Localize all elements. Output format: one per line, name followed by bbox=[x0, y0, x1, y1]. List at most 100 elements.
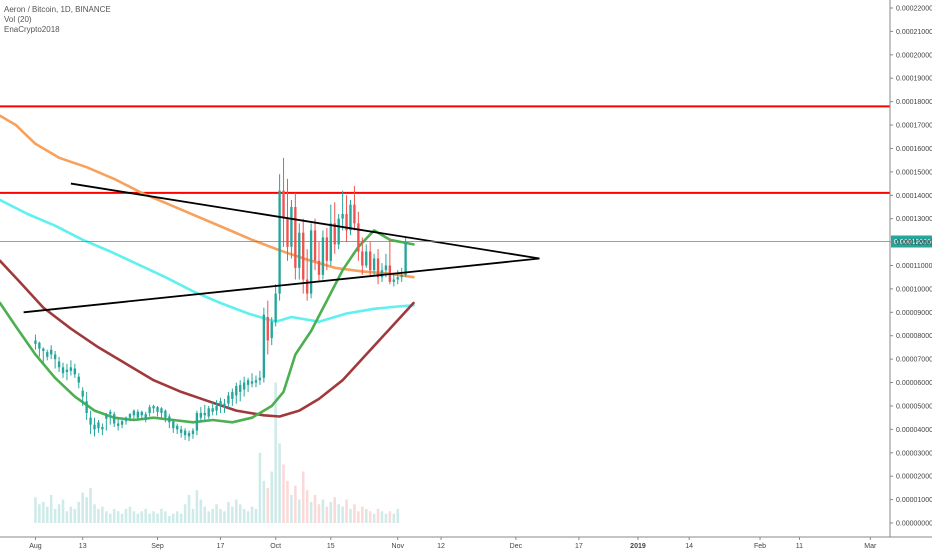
candle-body bbox=[349, 204, 352, 231]
volume-bar bbox=[203, 506, 207, 523]
volume-bar bbox=[345, 499, 348, 523]
ma_cyan-line bbox=[0, 198, 415, 324]
triangle-pattern bbox=[23, 182, 540, 314]
volume-bar bbox=[219, 508, 222, 523]
candle-body bbox=[120, 421, 124, 425]
candle-body bbox=[191, 430, 195, 435]
volume-bar bbox=[258, 452, 262, 523]
volume-bar bbox=[329, 501, 333, 523]
volume-bar bbox=[262, 480, 266, 523]
volume-bar bbox=[309, 501, 313, 523]
candle-body bbox=[152, 405, 155, 409]
triangle-upper-line bbox=[70, 182, 540, 260]
candle-body bbox=[65, 369, 69, 373]
volume-bar bbox=[325, 506, 329, 523]
candle-body bbox=[325, 237, 329, 261]
candle-body bbox=[345, 214, 348, 231]
candle-body bbox=[93, 424, 96, 430]
volume-bar bbox=[313, 494, 317, 523]
candle-body bbox=[333, 223, 336, 245]
volume-bar bbox=[270, 471, 274, 523]
symbol-label: Aeron / Bitcoin, 1D, BINANCE bbox=[4, 5, 111, 14]
y-tick-label: 0.00010000 bbox=[896, 286, 932, 293]
volume-bar bbox=[101, 506, 104, 523]
volume-bar bbox=[364, 508, 368, 523]
volume-bar bbox=[211, 508, 214, 523]
volume-bar bbox=[215, 504, 218, 523]
volume-bar bbox=[372, 513, 376, 523]
candle-body bbox=[136, 411, 140, 418]
volume-bar bbox=[254, 508, 258, 523]
volume-bar bbox=[384, 513, 388, 523]
candle-body bbox=[109, 411, 112, 415]
volume-bar bbox=[396, 508, 400, 523]
candle-body bbox=[341, 214, 344, 219]
volume-bar bbox=[93, 504, 96, 523]
volume-bar bbox=[34, 497, 37, 523]
candle-body bbox=[219, 401, 222, 406]
candle-body bbox=[254, 380, 258, 383]
candle-body bbox=[309, 230, 313, 294]
y-tick-label: 0.00017000 bbox=[896, 123, 932, 130]
volume-bars bbox=[34, 382, 400, 523]
candle-body bbox=[69, 367, 73, 371]
candle-body bbox=[270, 321, 273, 339]
ma_orange-line bbox=[0, 114, 415, 279]
candle-body bbox=[46, 352, 49, 357]
candle-body bbox=[195, 412, 199, 431]
y-tick-label: 0.00011000 bbox=[896, 263, 932, 270]
candle-body bbox=[73, 368, 77, 375]
volume-bar bbox=[171, 513, 175, 523]
volume-bar bbox=[274, 382, 277, 523]
x-tick-label: Aug bbox=[29, 543, 42, 550]
volume-bar bbox=[132, 511, 136, 523]
volume-bar bbox=[156, 513, 159, 523]
volume-bar bbox=[266, 487, 270, 523]
volume-bar bbox=[223, 511, 226, 523]
candle-body bbox=[38, 342, 41, 349]
volume-bar bbox=[238, 504, 242, 523]
volume-bar bbox=[337, 504, 340, 523]
candle-body bbox=[290, 206, 293, 247]
candle-body bbox=[89, 417, 92, 425]
y-tick-label: 0.00007000 bbox=[896, 357, 932, 364]
x-tick-label: Mar bbox=[864, 543, 877, 550]
candle-body bbox=[160, 408, 163, 413]
candle-body bbox=[199, 412, 203, 418]
candle-body bbox=[128, 414, 132, 418]
candle-body bbox=[242, 382, 246, 390]
volume-bar bbox=[282, 464, 285, 523]
volume-bar bbox=[108, 513, 112, 523]
moving-averages bbox=[0, 114, 415, 424]
candle-body bbox=[148, 407, 151, 413]
volume-bar bbox=[45, 506, 49, 523]
candle-body bbox=[215, 405, 218, 411]
triangle-lower-line bbox=[23, 257, 540, 314]
y-tick-label: 0.00016000 bbox=[896, 146, 932, 153]
volume-bar bbox=[317, 504, 321, 523]
x-tick-label: 14 bbox=[685, 543, 693, 550]
volume-bar bbox=[120, 513, 124, 523]
candle-body bbox=[294, 206, 297, 268]
volume-bar bbox=[116, 511, 120, 523]
candle-body bbox=[183, 430, 187, 436]
volume-bar bbox=[128, 506, 132, 523]
candle-body bbox=[262, 314, 266, 378]
x-tick-label: 12 bbox=[437, 543, 445, 550]
volume-bar bbox=[57, 504, 61, 523]
candle-body bbox=[353, 204, 356, 224]
volume-bar bbox=[124, 508, 128, 523]
candle-body bbox=[144, 414, 147, 420]
volume-bar bbox=[112, 508, 116, 523]
candle-body bbox=[164, 410, 167, 418]
volume-bar bbox=[380, 511, 384, 523]
x-tick-label: 17 bbox=[575, 543, 583, 550]
candle-body bbox=[231, 391, 234, 399]
candle-body bbox=[258, 377, 262, 381]
volume-bar bbox=[168, 515, 171, 523]
volume-bar bbox=[144, 508, 147, 523]
volume-bar bbox=[69, 506, 73, 523]
x-tick-label: Feb bbox=[754, 543, 766, 550]
